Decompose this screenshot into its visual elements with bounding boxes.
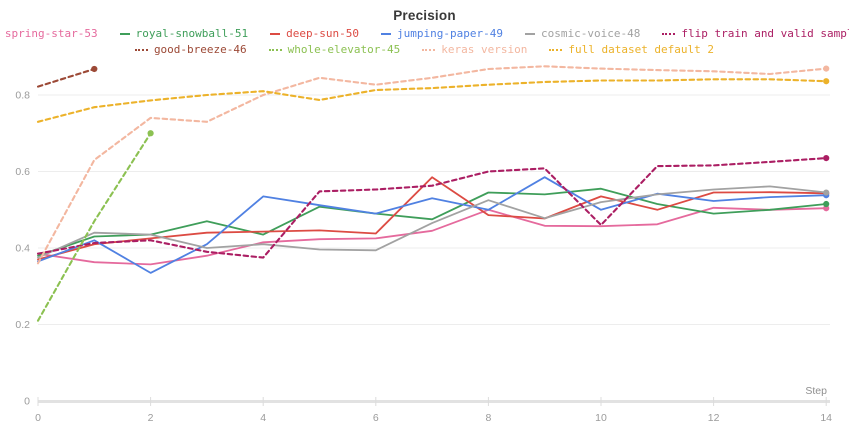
legend-item-spring-star-53[interactable]: spring-star-53	[0, 27, 98, 41]
series-end-dot-full-dataset-default-2	[823, 78, 830, 85]
y-tick-label: 0.8	[15, 90, 30, 102]
series-line-whole-elevator-45[interactable]	[36, 132, 152, 322]
legend-label: flip train and valid sample	[681, 27, 849, 40]
legend-item-keras-version[interactable]: keras version	[422, 43, 527, 57]
series-line-spring-star-53[interactable]	[37, 206, 828, 266]
x-tick-label: 4	[260, 412, 266, 424]
legend-item-cosmic-voice-48[interactable]: cosmic-voice-48	[525, 27, 640, 41]
legend-label: spring-star-53	[4, 27, 98, 40]
y-tick-label: 0.4	[15, 243, 30, 255]
series-line-cosmic-voice-48[interactable]	[37, 185, 828, 259]
series-end-dot-good-breeze-46	[91, 65, 98, 73]
legend-label: deep-sun-50	[286, 27, 360, 40]
series-end-dot-flip-train-and-valid-sample	[823, 155, 830, 162]
x-tick-label: 2	[148, 412, 154, 424]
legend-item-jumping-paper-49[interactable]: jumping-paper-49	[381, 27, 503, 41]
series-end-dot-royal-snowball-51	[823, 200, 830, 208]
series-line-full-dataset-default-2[interactable]	[36, 78, 828, 123]
x-tick-label: 14	[820, 412, 832, 424]
series-line-jumping-paper-49[interactable]	[37, 176, 828, 274]
series-line-royal-snowball-51[interactable]	[37, 187, 828, 257]
legend-label: royal-snowball-51	[135, 27, 249, 40]
legend-item-whole-elevator-45[interactable]: whole-elevator-45	[268, 43, 401, 57]
x-tick-label: 0	[35, 412, 41, 424]
series-line-flip-train-and-valid-sample[interactable]	[36, 157, 828, 259]
legend-item-good-breeze-46[interactable]: good-breeze-46	[134, 43, 247, 57]
page-title: Precision	[393, 8, 456, 23]
legend-item-full-dataset-default-2[interactable]: full dataset default 2	[549, 43, 714, 57]
legend-item-deep-sun-50[interactable]: deep-sun-50	[270, 27, 359, 41]
legend-label: whole-elevator-45	[287, 43, 401, 56]
legend-swatch-dashed-icon	[422, 49, 436, 51]
legend-swatch-solid-icon	[525, 33, 535, 35]
legend-swatch-dashed-icon	[549, 49, 563, 51]
series-line-good-breeze-46[interactable]	[36, 67, 96, 88]
legend-label: jumping-paper-49	[397, 27, 503, 40]
legend-label: keras version	[441, 43, 528, 56]
y-tick-label: 0.2	[15, 319, 30, 331]
legend-label: good-breeze-46	[153, 43, 247, 56]
series-line-keras-version[interactable]	[36, 65, 828, 265]
legend-row-1: spring-star-53 royal-snowball-51 deep-sun-…	[0, 27, 849, 41]
legend-swatch-solid-icon	[381, 33, 392, 35]
series-end-dot-whole-elevator-45	[147, 130, 154, 137]
x-tick-label: 8	[485, 412, 491, 424]
series-end-dot-keras-version	[823, 65, 830, 72]
legend-item-royal-snowball-51[interactable]: royal-snowball-51	[119, 27, 249, 41]
legend-swatch-dashed-icon	[662, 33, 676, 35]
legend-row-2: good-breeze-46 whole-elevator-45 keras ver…	[0, 43, 849, 57]
legend-label: full dataset default 2	[568, 43, 715, 56]
y-tick-label: 0.6	[15, 166, 30, 178]
legend-swatch-solid-icon	[119, 33, 130, 35]
legend-item-flip-train-and-valid-sample[interactable]: flip train and valid sample	[662, 27, 849, 41]
x-axis-title: Step	[805, 385, 827, 397]
series-end-dot-cosmic-voice-48	[823, 189, 830, 196]
x-tick-label: 6	[373, 412, 379, 424]
legend-swatch-dashed-icon	[134, 49, 148, 51]
legend-label: cosmic-voice-48	[541, 27, 641, 40]
legend-swatch-dashed-icon	[268, 49, 282, 51]
legend-swatch-solid-icon	[270, 33, 281, 35]
x-tick-label: 10	[595, 412, 607, 424]
y-tick-label: 0	[24, 396, 30, 408]
x-tick-label: 12	[708, 412, 720, 424]
